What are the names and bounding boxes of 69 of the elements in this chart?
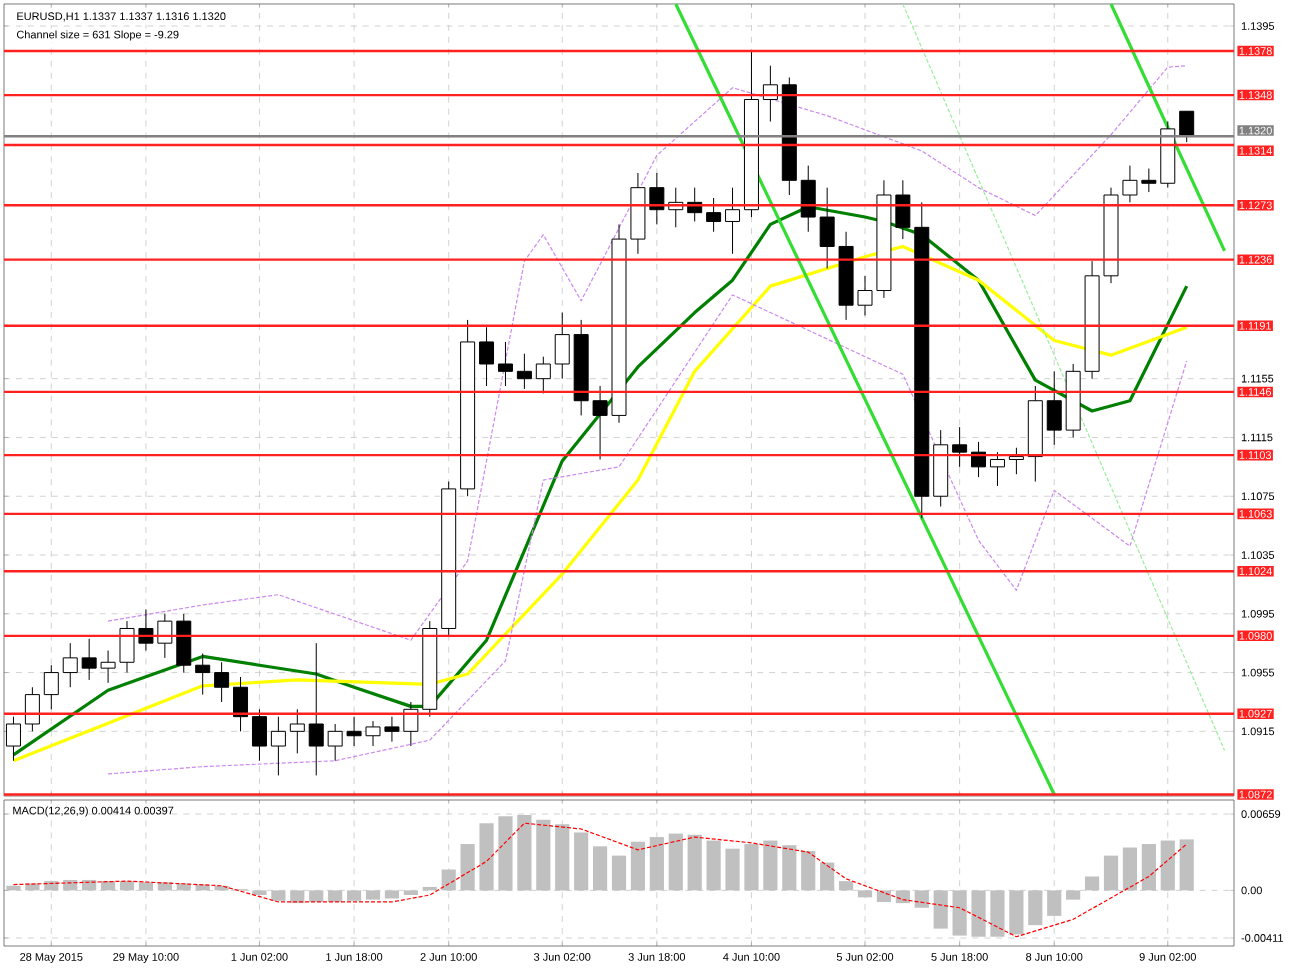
candlestick bbox=[800, 165, 816, 233]
candlestick bbox=[952, 426, 968, 468]
bar bbox=[763, 840, 778, 891]
bar bbox=[876, 890, 892, 902]
bar bbox=[555, 824, 570, 891]
bar bbox=[252, 890, 267, 896]
bar bbox=[365, 890, 381, 900]
bar bbox=[1066, 890, 1081, 900]
candlestick bbox=[989, 451, 1005, 487]
bar bbox=[630, 841, 646, 891]
candlestick bbox=[308, 642, 324, 776]
bar bbox=[668, 833, 683, 891]
candlestick bbox=[62, 642, 78, 688]
bar bbox=[328, 890, 343, 902]
bar bbox=[687, 834, 702, 891]
bar bbox=[857, 890, 873, 898]
bar bbox=[914, 890, 929, 908]
line-series bbox=[107, 65, 1188, 641]
bar bbox=[479, 823, 494, 891]
bar bbox=[138, 882, 154, 891]
bar bbox=[1141, 844, 1156, 891]
bar bbox=[384, 890, 400, 899]
bar bbox=[441, 869, 456, 891]
candlestick bbox=[43, 664, 59, 710]
candlestick bbox=[1179, 110, 1195, 143]
candlestick bbox=[479, 326, 495, 387]
bar bbox=[536, 819, 551, 891]
bar bbox=[725, 848, 740, 891]
candlestick bbox=[1008, 447, 1024, 475]
candlestick bbox=[233, 676, 249, 732]
candlestick bbox=[270, 716, 286, 776]
bar bbox=[782, 845, 797, 891]
candlestick bbox=[5, 716, 21, 762]
bar bbox=[592, 846, 608, 891]
candlestick bbox=[725, 187, 741, 255]
candlestick bbox=[195, 652, 211, 696]
candlestick bbox=[1046, 370, 1062, 446]
candlestick bbox=[706, 197, 722, 233]
bar bbox=[611, 855, 627, 891]
bar bbox=[838, 881, 854, 891]
bar bbox=[1028, 890, 1043, 926]
candlestick bbox=[214, 661, 230, 703]
candlestick bbox=[24, 686, 40, 732]
bar bbox=[1122, 847, 1138, 891]
bar bbox=[895, 890, 910, 904]
bar bbox=[1103, 855, 1119, 891]
bar bbox=[933, 890, 948, 929]
line-series bbox=[107, 294, 1188, 775]
bar bbox=[706, 840, 721, 891]
candlestick bbox=[251, 708, 267, 762]
bar bbox=[346, 890, 362, 901]
bar bbox=[744, 844, 759, 891]
candlestick bbox=[535, 356, 551, 394]
line-series bbox=[12, 822, 1188, 938]
candlestick bbox=[554, 312, 570, 380]
bar bbox=[1084, 876, 1100, 891]
bar bbox=[649, 837, 664, 891]
candlestick bbox=[516, 353, 532, 390]
bar bbox=[271, 890, 286, 901]
bar bbox=[574, 832, 589, 891]
candlestick bbox=[289, 708, 305, 754]
bar bbox=[1047, 890, 1062, 916]
bar bbox=[1179, 839, 1194, 891]
bar bbox=[820, 862, 835, 891]
candlestick bbox=[497, 341, 513, 387]
bar bbox=[801, 850, 816, 891]
bar bbox=[309, 890, 324, 902]
bar bbox=[403, 890, 418, 896]
bar bbox=[460, 844, 475, 891]
